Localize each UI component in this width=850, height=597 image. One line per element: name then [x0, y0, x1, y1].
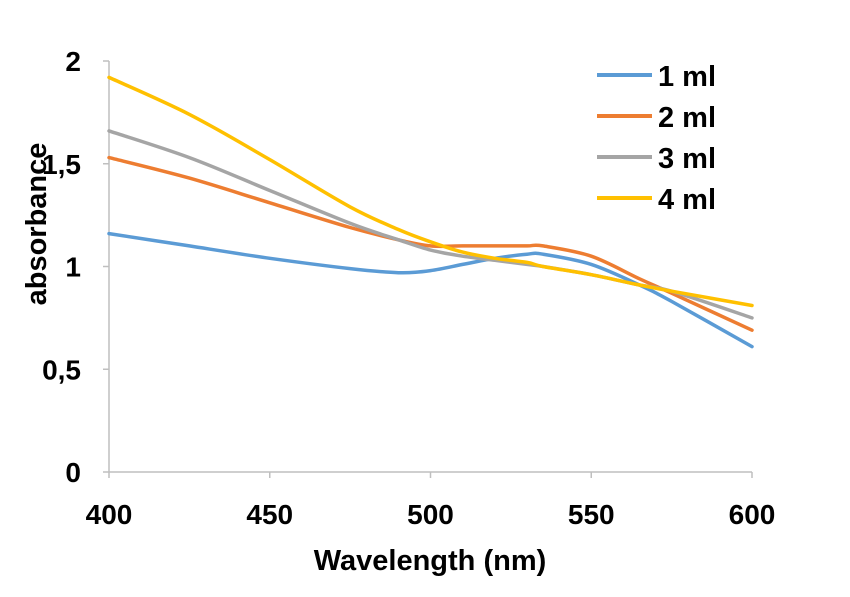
y-tick-label: 0,5 [42, 354, 81, 385]
legend-label: 4 ml [658, 184, 716, 216]
x-tick-marks [108, 472, 753, 478]
x-tick-label: 500 [407, 499, 454, 530]
legend-label: 3 ml [658, 143, 716, 175]
legend: 1 ml 2 ml 3 ml 4 ml [597, 61, 716, 216]
y-tick-marks [103, 60, 109, 473]
y-tick-labels: 0 0,5 1 1,5 2 [42, 46, 81, 488]
y-tick-label: 2 [65, 46, 81, 77]
x-tick-labels: 400 450 500 550 600 [86, 499, 776, 530]
x-tick-label: 600 [729, 499, 776, 530]
x-tick-label: 450 [246, 499, 293, 530]
y-tick-label: 0 [65, 457, 81, 488]
x-tick-label: 400 [86, 499, 133, 530]
x-axis-title: Wavelength (nm) [314, 545, 547, 577]
legend-label: 1 ml [658, 61, 716, 93]
y-tick-label: 1 [65, 252, 81, 283]
series-lines [107, 75, 754, 349]
x-tick-label: 550 [568, 499, 615, 530]
series-line-2-ml [107, 155, 754, 332]
series-line-4-ml [107, 75, 754, 308]
legend-label: 2 ml [658, 102, 716, 134]
y-tick-label: 1,5 [42, 149, 81, 180]
y-axis-title: absorbance [21, 143, 53, 306]
